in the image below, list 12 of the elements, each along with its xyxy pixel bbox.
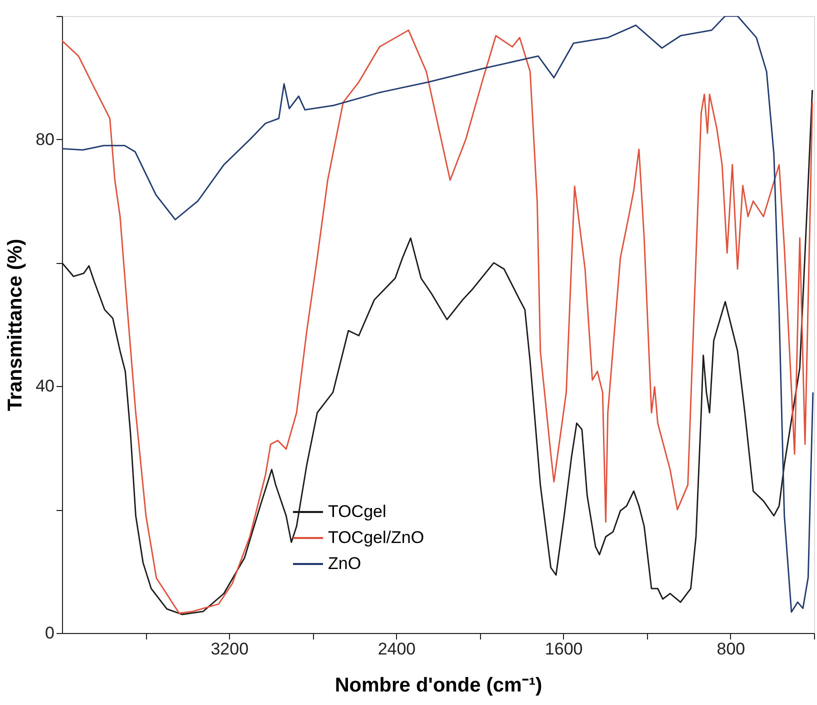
- y-tick-label: 80: [36, 130, 54, 149]
- y-tick-label: 40: [36, 376, 54, 396]
- x-tick-label: 1600: [544, 640, 583, 658]
- x-tick-label: 2400: [378, 640, 416, 658]
- legend-label: ZnO: [328, 554, 362, 573]
- legend-label: TOCgel: [328, 502, 386, 521]
- x-tick-label: 800: [716, 640, 746, 658]
- x-axis-title: Nombre d'onde (cm⁻¹): [334, 674, 542, 696]
- x-tick-label: 3200: [210, 640, 249, 658]
- y-tick-label: 0: [45, 624, 54, 642]
- legend-label: TOCgel/ZnO: [328, 528, 424, 547]
- y-axis-title: Transmittance (%): [4, 238, 27, 412]
